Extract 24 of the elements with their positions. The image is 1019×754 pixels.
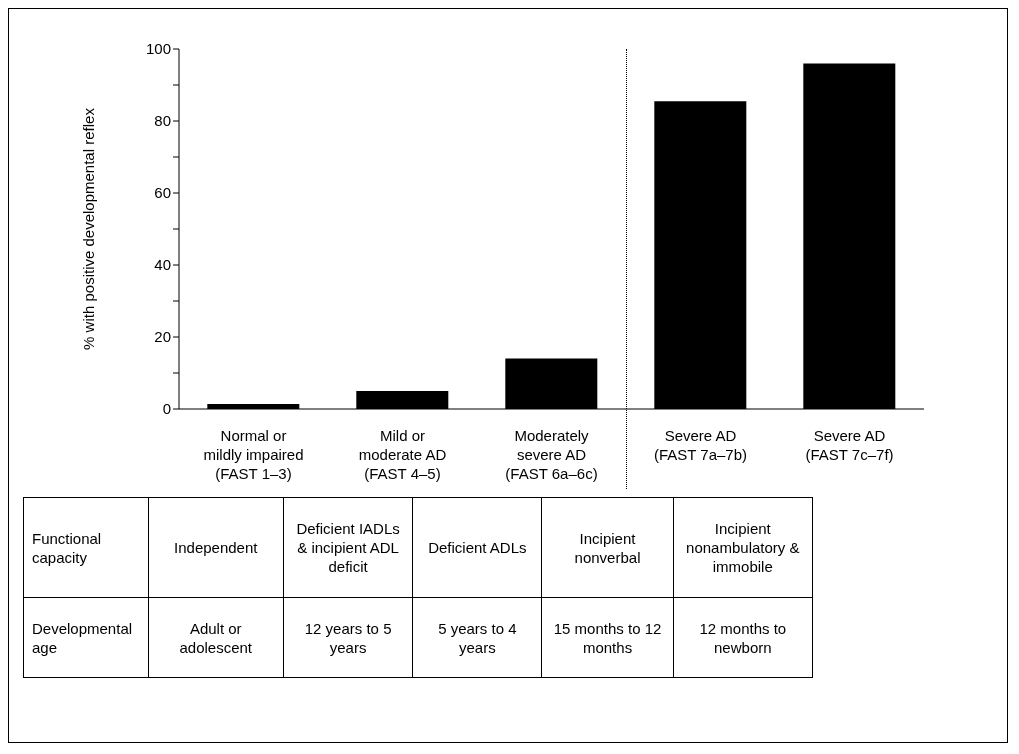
- text: Functional capacity: [23, 497, 149, 598]
- y-tick-label: 20: [154, 328, 171, 346]
- text: Incipient nonambulatory & immobile: [673, 497, 813, 598]
- text: 12 years to 5 years: [283, 597, 413, 678]
- x-tick-label: Severe AD (FAST 7c–7f): [805, 427, 894, 463]
- text: Deficient IADLs & incipient ADL deficit: [283, 497, 413, 598]
- text: Adult or adolescent: [148, 597, 284, 678]
- x-tick-label: Normal or mildly impaired (FAST 1–3): [203, 427, 304, 482]
- y-axis-title: % with positive developmental reflex: [80, 107, 98, 350]
- y-tick-label: 100: [145, 40, 171, 58]
- text: 15 months to 12 months: [541, 597, 674, 678]
- text: 5 years to 4 years: [412, 597, 542, 678]
- text: Independent: [148, 497, 284, 598]
- y-tick-label: 60: [154, 184, 171, 202]
- text: 12 months to newborn: [673, 597, 813, 678]
- x-tick-label: Mild or moderate AD (FAST 4–5): [358, 427, 447, 482]
- text: Incipient nonverbal: [541, 497, 674, 598]
- y-tick-label: 80: [154, 112, 171, 130]
- x-tick-label: Moderately severe AD (FAST 6a–6c): [505, 427, 598, 482]
- y-tick-label: 0: [162, 400, 171, 418]
- y-tick-label: 40: [154, 256, 171, 274]
- text: Developmental age: [23, 597, 149, 678]
- x-tick-label: Severe AD (FAST 7a–7b): [653, 427, 748, 463]
- text: Deficient ADLs: [412, 497, 542, 598]
